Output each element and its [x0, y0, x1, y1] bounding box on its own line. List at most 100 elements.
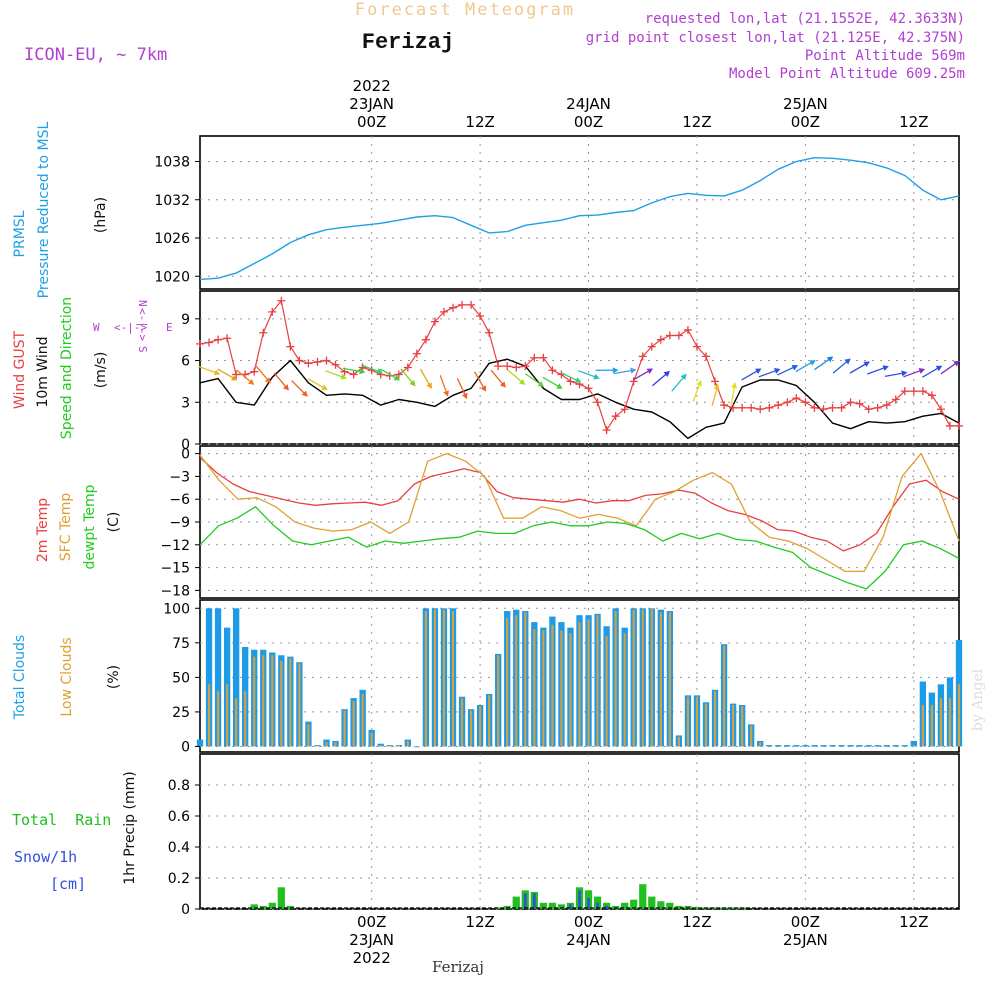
- wind-gust-marker: [494, 362, 503, 371]
- requested-coords: requested lon,lat (21.1552E, 42.3633N): [645, 11, 965, 27]
- wind-arrow-head: [612, 367, 619, 374]
- wind-gust-marker: [584, 384, 593, 393]
- rain-bar: [268, 902, 276, 909]
- low-cloud-bar: [235, 698, 238, 747]
- wind-gust-marker: [331, 360, 340, 369]
- time-label: 2022: [353, 77, 391, 95]
- wind-arrow-head: [230, 374, 238, 381]
- wind-gust-marker: [674, 331, 683, 340]
- snow-bar: [569, 904, 572, 909]
- wind-gust-marker: [711, 377, 720, 386]
- low-cloud-bar: [840, 746, 843, 747]
- wind-gust-marker: [683, 325, 692, 334]
- wind-gust-marker: [566, 377, 575, 386]
- wind-gust-marker: [738, 403, 747, 412]
- low-cloud-bar: [370, 732, 373, 747]
- wind-gust-marker: [918, 387, 927, 396]
- low-cloud-bar: [939, 698, 943, 747]
- wind-arrow-head: [519, 378, 526, 385]
- low-cloud-bar: [813, 746, 816, 747]
- wind-gust-marker: [873, 403, 882, 412]
- wind-gust-marker: [521, 362, 530, 371]
- low-cloud-bar: [442, 609, 446, 747]
- rain-bar: [494, 907, 502, 909]
- time-label: 23JAN: [349, 95, 394, 113]
- total-cloud-bar: [784, 745, 791, 747]
- rain-bar: [675, 905, 683, 909]
- location-title: Ferizaj: [362, 30, 454, 55]
- wind-arrow-head: [755, 368, 762, 375]
- wind-arrow-head: [593, 373, 600, 380]
- rain-bar: [648, 896, 656, 909]
- wind-gust-marker: [223, 334, 232, 343]
- clouds-tick-label: 50: [172, 670, 190, 686]
- low-cloud-bar: [542, 630, 545, 747]
- time-label: 00Z: [357, 113, 386, 131]
- rain-bar: [557, 904, 566, 909]
- low-cloud-bar: [912, 745, 915, 747]
- wind-gust-marker: [539, 353, 548, 362]
- precip-ylabel: 1hr Precip (mm): [122, 771, 138, 884]
- time-label: 12Z: [465, 913, 494, 931]
- wind-dir-label: Speed and Direction: [59, 297, 75, 439]
- wind-gust-marker: [810, 403, 819, 412]
- rain-bar: [639, 884, 647, 909]
- wind-arrow-head: [426, 382, 432, 389]
- low-cloud-bar: [930, 705, 933, 747]
- low-cloud-bar: [506, 617, 509, 747]
- snow-bar: [587, 898, 590, 909]
- low-cloud-bar: [831, 746, 834, 747]
- low-cloud-bar: [659, 612, 662, 747]
- low-cloud-bar: [334, 742, 337, 747]
- total-cloud-bar: [865, 745, 872, 747]
- wind-gust-marker: [313, 357, 322, 366]
- rain-bar: [666, 902, 674, 909]
- total-cloud-bar: [856, 745, 863, 747]
- compass-s: S: [136, 346, 149, 353]
- time-label: 25JAN: [783, 931, 828, 949]
- wind-gust-marker: [864, 405, 873, 414]
- low-cloud-bar: [479, 706, 482, 747]
- wind-gust-marker: [756, 405, 765, 414]
- low-cloud-bar: [921, 705, 924, 747]
- compass-n: N: [136, 300, 149, 307]
- compass-line-h: <-|->: [114, 321, 147, 334]
- low-cloud-bar: [722, 645, 726, 747]
- low-cloud-bar: [677, 736, 680, 747]
- low-cloud-bar: [641, 609, 644, 747]
- time-label: 00Z: [791, 913, 820, 931]
- low-cloud-bar: [795, 746, 798, 747]
- temp-tick-label: −15: [160, 561, 190, 577]
- clouds-tick-label: 0: [181, 739, 190, 755]
- wind-arrow-head: [791, 364, 799, 371]
- wind-arrow-head: [480, 385, 487, 392]
- low-cloud-bar: [388, 745, 391, 747]
- temp-tick-label: −3: [169, 469, 190, 485]
- low-cloud-bar: [533, 629, 536, 747]
- wind-gust-marker: [268, 307, 277, 316]
- total-cloud-bar: [910, 740, 917, 747]
- wind-gust-marker: [846, 398, 855, 407]
- wind-gust-marker: [656, 335, 665, 344]
- wind-gust-marker: [729, 403, 738, 412]
- low-cloud-bar: [948, 698, 952, 747]
- low-cloud-bar: [804, 746, 807, 747]
- wind-arrow-head: [499, 381, 506, 388]
- wind-gust-marker: [945, 421, 954, 430]
- wind-gust-line: [199, 300, 959, 431]
- low-cloud-bar: [623, 633, 626, 747]
- time-label: 00Z: [574, 913, 603, 931]
- total-cloud-bar: [214, 608, 222, 747]
- wind-arrow-head: [461, 392, 468, 400]
- low-cloud-bar: [397, 745, 400, 747]
- total-cloud-bar: [196, 739, 204, 747]
- low-cloud-bar: [515, 615, 518, 747]
- pressure-panel-frame: [199, 135, 960, 290]
- wind-arrow-head: [696, 380, 702, 387]
- wind-gust-marker: [467, 300, 476, 309]
- rain-bar: [250, 904, 258, 909]
- wind-gust-marker: [394, 370, 403, 379]
- wind-gust-marker: [458, 300, 467, 309]
- time-label: 00Z: [791, 113, 820, 131]
- wind-gust-marker: [286, 342, 295, 351]
